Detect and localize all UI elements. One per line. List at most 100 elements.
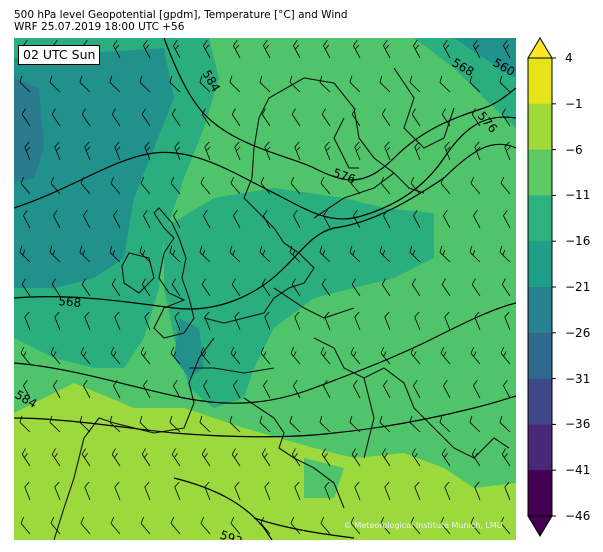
wind-barb	[414, 311, 421, 331]
wind-barb	[20, 346, 31, 365]
wind-barb	[230, 516, 241, 535]
wind-barb	[384, 481, 391, 501]
wind-barb	[233, 39, 241, 59]
model-run-subtitle: WRF 25.07.2019 18:00 UTC +56	[14, 21, 185, 33]
wind-barb	[50, 176, 61, 195]
wind-barb	[320, 516, 331, 535]
forecast-time-badge: 02 UTC Sun	[18, 45, 101, 65]
wind-barb	[51, 108, 61, 127]
wind-barb	[109, 415, 121, 433]
wind-barb	[260, 516, 271, 535]
wind-barb	[24, 481, 31, 501]
wind-barb	[290, 346, 301, 365]
wind-barb	[21, 448, 31, 467]
wind-barb	[500, 176, 511, 195]
wind-barb	[353, 209, 361, 229]
wind-barb	[264, 141, 271, 161]
wind-barb	[199, 245, 211, 263]
colorbar-band	[528, 149, 552, 196]
wind-barb	[261, 448, 271, 467]
wind-barb	[383, 209, 391, 229]
temperature-field-teal	[14, 48, 174, 288]
wind-barb	[21, 278, 31, 297]
wind-barb	[324, 141, 331, 161]
wind-barb	[410, 516, 421, 535]
wind-barb	[109, 245, 121, 263]
credit-text: © Meteorological Institute Munich, LMU	[344, 521, 503, 530]
wind-barb	[441, 108, 451, 127]
wind-barb	[440, 516, 451, 535]
temperature-field-yellow-green	[14, 383, 516, 540]
wind-barb	[141, 108, 151, 127]
wind-barb	[231, 108, 241, 127]
wind-barb	[263, 379, 271, 399]
wind-barb	[444, 141, 451, 161]
wind-barb	[291, 448, 301, 467]
wind-barb	[114, 481, 121, 501]
wind-barb	[499, 75, 511, 93]
wind-barb	[264, 311, 271, 331]
wind-barb	[411, 278, 421, 297]
wind-barb	[474, 141, 481, 161]
wind-barb	[140, 176, 151, 195]
wind-barb	[410, 176, 421, 195]
wind-barb	[470, 346, 481, 365]
wind-barb	[110, 516, 121, 535]
wind-barb	[349, 415, 361, 433]
wind-barb	[503, 379, 511, 399]
wind-barb	[54, 311, 61, 331]
wind-barb	[260, 346, 271, 365]
wind-barb	[293, 379, 301, 399]
wind-barb	[409, 245, 421, 263]
wind-barb	[204, 141, 211, 161]
wind-barb	[171, 108, 181, 127]
wind-barb	[113, 39, 121, 59]
wind-barb	[379, 415, 391, 433]
wind-barb	[113, 209, 121, 229]
wind-barb	[379, 75, 391, 93]
wind-barb	[79, 415, 91, 433]
wind-barb	[354, 141, 361, 161]
wind-barb	[84, 141, 91, 161]
wind-barb	[264, 481, 271, 501]
wind-barb	[321, 108, 331, 127]
wind-barb	[111, 278, 121, 297]
wind-barb	[111, 448, 121, 467]
wind-barb	[413, 39, 421, 59]
wind-barb	[199, 415, 211, 433]
wind-barb	[291, 108, 301, 127]
wind-barb	[443, 379, 451, 399]
wind-barb	[263, 39, 271, 59]
wind-barb	[261, 278, 271, 297]
wind-barb	[410, 346, 421, 365]
wind-barb	[51, 278, 61, 297]
wind-barb	[200, 516, 211, 535]
colorbar-bottom-extend	[527, 515, 553, 537]
wind-barb	[174, 141, 181, 161]
wind-barb	[229, 75, 241, 93]
wind-barb	[83, 209, 91, 229]
wind-barb	[351, 278, 361, 297]
wind-barb	[203, 209, 211, 229]
wind-barb	[469, 75, 481, 93]
wind-barb	[409, 415, 421, 433]
wind-barb	[381, 278, 391, 297]
wind-barb	[50, 346, 61, 365]
wind-barb	[501, 278, 511, 297]
wind-barb	[200, 176, 211, 195]
wind-barb	[383, 39, 391, 59]
colorbar-tick-label: −11	[565, 188, 591, 203]
wind-barb	[294, 481, 301, 501]
wind-barb	[290, 176, 301, 195]
wind-barb	[201, 108, 211, 127]
wind-barb	[289, 245, 301, 263]
wind-barb	[53, 209, 61, 229]
wind-barb	[144, 481, 151, 501]
wind-barb	[49, 245, 61, 263]
wind-barb	[233, 379, 241, 399]
wind-barb	[139, 245, 151, 263]
wind-barb	[80, 516, 91, 535]
wind-barb	[143, 39, 151, 59]
wind-barb	[290, 516, 301, 535]
wind-barb	[170, 346, 181, 365]
